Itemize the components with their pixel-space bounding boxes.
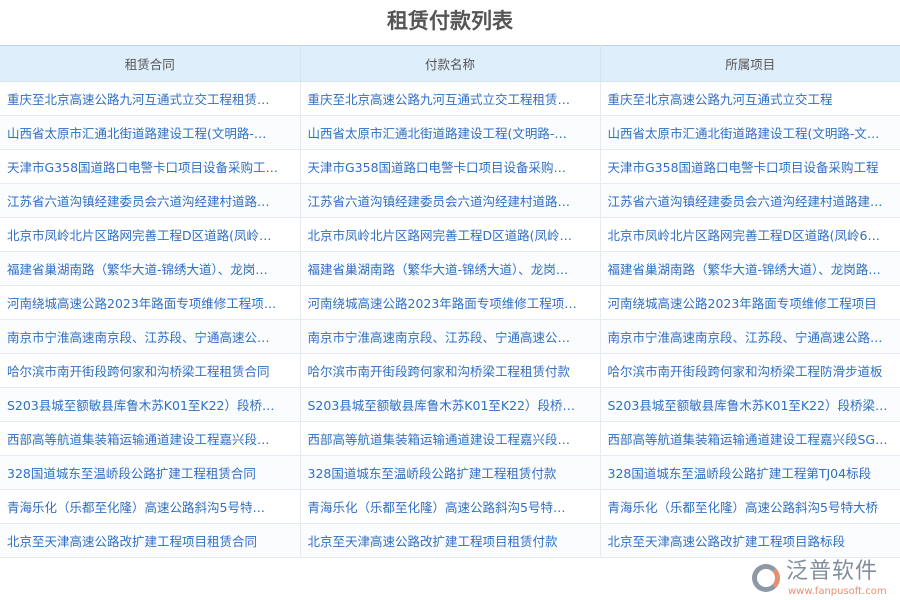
project-cell[interactable]: 328国道城东至温峤段公路扩建工程第TJ04标段 <box>600 455 900 490</box>
watermark-text: 泛普软件 <box>786 559 879 584</box>
payment-name-cell[interactable]: 北京市凤岭北片区路网完善工程D区道路(凤岭… <box>300 217 601 252</box>
project-cell[interactable]: S203县城至额敏县库鲁木苏K01至K22）段桥梁… <box>600 387 900 422</box>
lease-contract-cell[interactable]: 福建省巢湖南路（繁华大道-锦绣大道）、龙岗… <box>0 251 301 286</box>
payment-name-cell[interactable]: 南京市宁淮高速南京段、江苏段、宁通高速公… <box>300 319 601 354</box>
lease-contract-cell[interactable]: 天津市G358国道路口电警卡口项目设备采购工… <box>0 149 301 184</box>
table-row[interactable]: 重庆至北京高速公路九河互通式立交工程租赁… 重庆至北京高速公路九河互通式立交工程租… <box>0 81 900 116</box>
lease-payment-table: 租赁合同 付款名称 所属项目 重庆至北京高速公路九河互通式立交工程租赁… 重庆至北… <box>0 45 900 558</box>
logo-icon <box>752 564 780 592</box>
table-body: 重庆至北京高速公路九河互通式立交工程租赁… 重庆至北京高速公路九河互通式立交工程租… <box>0 81 900 558</box>
payment-name-cell[interactable]: 天津市G358国道路口电警卡口项目设备采购… <box>300 149 601 184</box>
project-cell[interactable]: 重庆至北京高速公路九河互通式立交工程 <box>600 81 900 116</box>
table-header-row: 租赁合同 付款名称 所属项目 <box>0 45 900 82</box>
lease-contract-cell[interactable]: 南京市宁淮高速南京段、江苏段、宁通高速公… <box>0 319 301 354</box>
table-row[interactable]: 青海乐化（乐都至化隆）高速公路斜沟5号特… 青海乐化（乐都至化隆）高速公路斜沟5号… <box>0 489 900 524</box>
column-header-lease-contract[interactable]: 租赁合同 <box>0 45 301 82</box>
table-row[interactable]: 北京至天津高速公路改扩建工程项目租赁合同 北京至天津高速公路改扩建工程项目租赁付款… <box>0 523 900 558</box>
column-header-payment-name[interactable]: 付款名称 <box>300 45 601 82</box>
lease-contract-cell[interactable]: S203县城至额敏县库鲁木苏K01至K22）段桥… <box>0 387 301 422</box>
payment-name-cell[interactable]: 重庆至北京高速公路九河互通式立交工程租赁… <box>300 81 601 116</box>
watermark-logo: 泛普软件 www.fanpusoft.com <box>748 559 888 599</box>
lease-contract-cell[interactable]: 河南绕城高速公路2023年路面专项维修工程项… <box>0 285 301 320</box>
payment-name-cell[interactable]: S203县城至额敏县库鲁木苏K01至K22）段桥… <box>300 387 601 422</box>
column-header-project[interactable]: 所属项目 <box>600 45 900 82</box>
payment-name-cell[interactable]: 哈尔滨市南开街段跨何家和沟桥梁工程租赁付款 <box>300 353 601 388</box>
table-row[interactable]: S203县城至额敏县库鲁木苏K01至K22）段桥… S203县城至额敏县库鲁木苏K… <box>0 387 900 422</box>
lease-contract-cell[interactable]: 328国道城东至温峤段公路扩建工程租赁合同 <box>0 455 301 490</box>
project-cell[interactable]: 天津市G358国道路口电警卡口项目设备采购工程 <box>600 149 900 184</box>
table-row[interactable]: 北京市凤岭北片区路网完善工程D区道路(凤岭… 北京市凤岭北片区路网完善工程D区道路… <box>0 217 900 252</box>
lease-contract-cell[interactable]: 青海乐化（乐都至化隆）高速公路斜沟5号特… <box>0 489 301 524</box>
payment-name-cell[interactable]: 福建省巢湖南路（繁华大道-锦绣大道）、龙岗… <box>300 251 601 286</box>
payment-name-cell[interactable]: 青海乐化（乐都至化隆）高速公路斜沟5号特… <box>300 489 601 524</box>
table-row[interactable]: 山西省太原市汇通北街道路建设工程(文明路-… 山西省太原市汇通北街道路建设工程(文… <box>0 115 900 150</box>
lease-contract-cell[interactable]: 重庆至北京高速公路九河互通式立交工程租赁… <box>0 81 301 116</box>
payment-name-cell[interactable]: 328国道城东至温峤段公路扩建工程租赁付款 <box>300 455 601 490</box>
payment-name-cell[interactable]: 北京至天津高速公路改扩建工程项目租赁付款 <box>300 523 601 558</box>
table-row[interactable]: 哈尔滨市南开街段跨何家和沟桥梁工程租赁合同 哈尔滨市南开街段跨何家和沟桥梁工程租赁… <box>0 353 900 388</box>
project-cell[interactable]: 哈尔滨市南开街段跨何家和沟桥梁工程防滑步道板 <box>600 353 900 388</box>
lease-contract-cell[interactable]: 北京至天津高速公路改扩建工程项目租赁合同 <box>0 523 301 558</box>
project-cell[interactable]: 河南绕城高速公路2023年路面专项维修工程项目 <box>600 285 900 320</box>
table-row[interactable]: 南京市宁淮高速南京段、江苏段、宁通高速公… 南京市宁淮高速南京段、江苏段、宁通高速… <box>0 319 900 354</box>
table-row[interactable]: 福建省巢湖南路（繁华大道-锦绣大道）、龙岗… 福建省巢湖南路（繁华大道-锦绣大道）… <box>0 251 900 286</box>
project-cell[interactable]: 福建省巢湖南路（繁华大道-锦绣大道）、龙岗路… <box>600 251 900 286</box>
table-row[interactable]: 天津市G358国道路口电警卡口项目设备采购工… 天津市G358国道路口电警卡口项目… <box>0 149 900 184</box>
payment-name-cell[interactable]: 山西省太原市汇通北街道路建设工程(文明路-… <box>300 115 601 150</box>
page-title: 租赁付款列表 <box>387 9 513 33</box>
lease-contract-cell[interactable]: 西部高等航道集装箱运输通道建设工程嘉兴段… <box>0 421 301 456</box>
watermark-url: www.fanpusoft.com <box>788 586 887 597</box>
lease-contract-cell[interactable]: 山西省太原市汇通北街道路建设工程(文明路-… <box>0 115 301 150</box>
project-cell[interactable]: 江苏省六道沟镇经建委员会六道沟经建村道路建… <box>600 183 900 218</box>
lease-contract-cell[interactable]: 哈尔滨市南开街段跨何家和沟桥梁工程租赁合同 <box>0 353 301 388</box>
lease-contract-cell[interactable]: 江苏省六道沟镇经建委员会六道沟经建村道路… <box>0 183 301 218</box>
project-cell[interactable]: 青海乐化（乐都至化隆）高速公路斜沟5号特大桥 <box>600 489 900 524</box>
project-cell[interactable]: 北京至天津高速公路改扩建工程项目路标段 <box>600 523 900 558</box>
table-row[interactable]: 328国道城东至温峤段公路扩建工程租赁合同 328国道城东至温峤段公路扩建工程租赁… <box>0 455 900 490</box>
table-row[interactable]: 江苏省六道沟镇经建委员会六道沟经建村道路… 江苏省六道沟镇经建委员会六道沟经建村道… <box>0 183 900 218</box>
table-row[interactable]: 西部高等航道集装箱运输通道建设工程嘉兴段… 西部高等航道集装箱运输通道建设工程嘉兴… <box>0 421 900 456</box>
payment-name-cell[interactable]: 河南绕城高速公路2023年路面专项维修工程项… <box>300 285 601 320</box>
lease-contract-cell[interactable]: 北京市凤岭北片区路网完善工程D区道路(凤岭… <box>0 217 301 252</box>
table-row[interactable]: 河南绕城高速公路2023年路面专项维修工程项… 河南绕城高速公路2023年路面专项… <box>0 285 900 320</box>
project-cell[interactable]: 南京市宁淮高速南京段、江苏段、宁通高速公路… <box>600 319 900 354</box>
project-cell[interactable]: 西部高等航道集装箱运输通道建设工程嘉兴段SG… <box>600 421 900 456</box>
payment-name-cell[interactable]: 江苏省六道沟镇经建委员会六道沟经建村道路… <box>300 183 601 218</box>
project-cell[interactable]: 山西省太原市汇通北街道路建设工程(文明路-文… <box>600 115 900 150</box>
payment-name-cell[interactable]: 西部高等航道集装箱运输通道建设工程嘉兴段… <box>300 421 601 456</box>
project-cell[interactable]: 北京市凤岭北片区路网完善工程D区道路(凤岭6… <box>600 217 900 252</box>
